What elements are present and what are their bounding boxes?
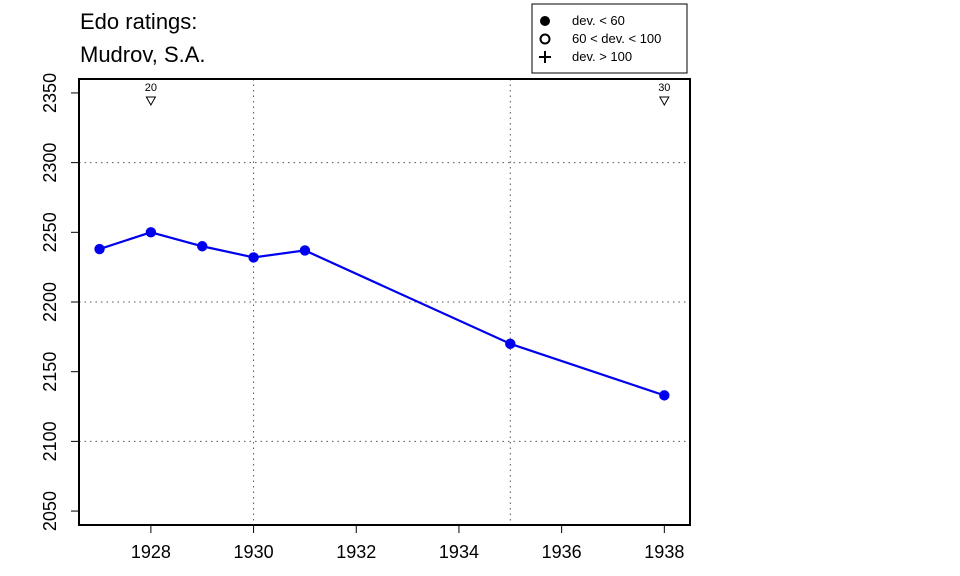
data-point-0 [94,243,105,255]
y-tick-label-6: 2350 [40,73,60,113]
chart-title: Edo ratings: Mudrov, S.A. [80,9,206,67]
data-point-4 [299,245,311,256]
legend: dev. < 60 60 < dev. < 100 dev. > 100 [531,3,688,74]
y-tick-label-0: 2050 [40,491,60,531]
y-tick-label-1: 2100 [40,421,60,461]
data-point-5 [505,338,516,350]
legend-box [531,3,688,74]
legend-entry-1: 60 < dev. < 100 [572,31,661,46]
plus-icon [539,51,551,63]
y-tick-label-3: 2200 [40,282,60,322]
data-point-2 [197,241,208,252]
data-point-3 [248,252,259,263]
x-axis: 1928 1930 1932 1934 1936 1938 [131,525,684,562]
y-tick-label-5: 2300 [40,143,60,183]
down-triangle-icon [145,96,157,107]
top-marker-label-0: 20 [145,82,157,94]
x-tick-label-2: 1932 [336,542,376,562]
y-tick-label-4: 2250 [40,212,60,252]
top-markers: 20 30 [145,82,670,107]
x-tick-label-1: 1930 [234,542,274,562]
x-tick-label-5: 1938 [644,542,684,562]
x-tick-label-0: 1928 [131,542,171,562]
plot-frame [78,78,691,526]
grid [79,79,690,525]
x-tick-label-4: 1936 [542,542,582,562]
down-triangle-icon [658,96,670,107]
filled-circle-icon [540,16,550,26]
data-point-6 [659,390,670,401]
title-line-2: Mudrov, S.A. [80,42,206,67]
series-layer [94,227,670,401]
data-point-1 [145,227,157,238]
legend-entry-0: dev. < 60 [572,13,625,28]
top-marker-label-1: 30 [658,82,670,94]
title-line-1: Edo ratings: [80,9,197,34]
y-axis: 2050 2100 2150 2200 2250 2300 2350 [40,73,79,531]
y-tick-label-2: 2150 [40,352,60,392]
legend-entry-2: dev. > 100 [572,49,632,64]
series-line-0 [99,231,665,397]
open-circle-icon [539,33,551,45]
x-tick-label-3: 1934 [439,542,479,562]
